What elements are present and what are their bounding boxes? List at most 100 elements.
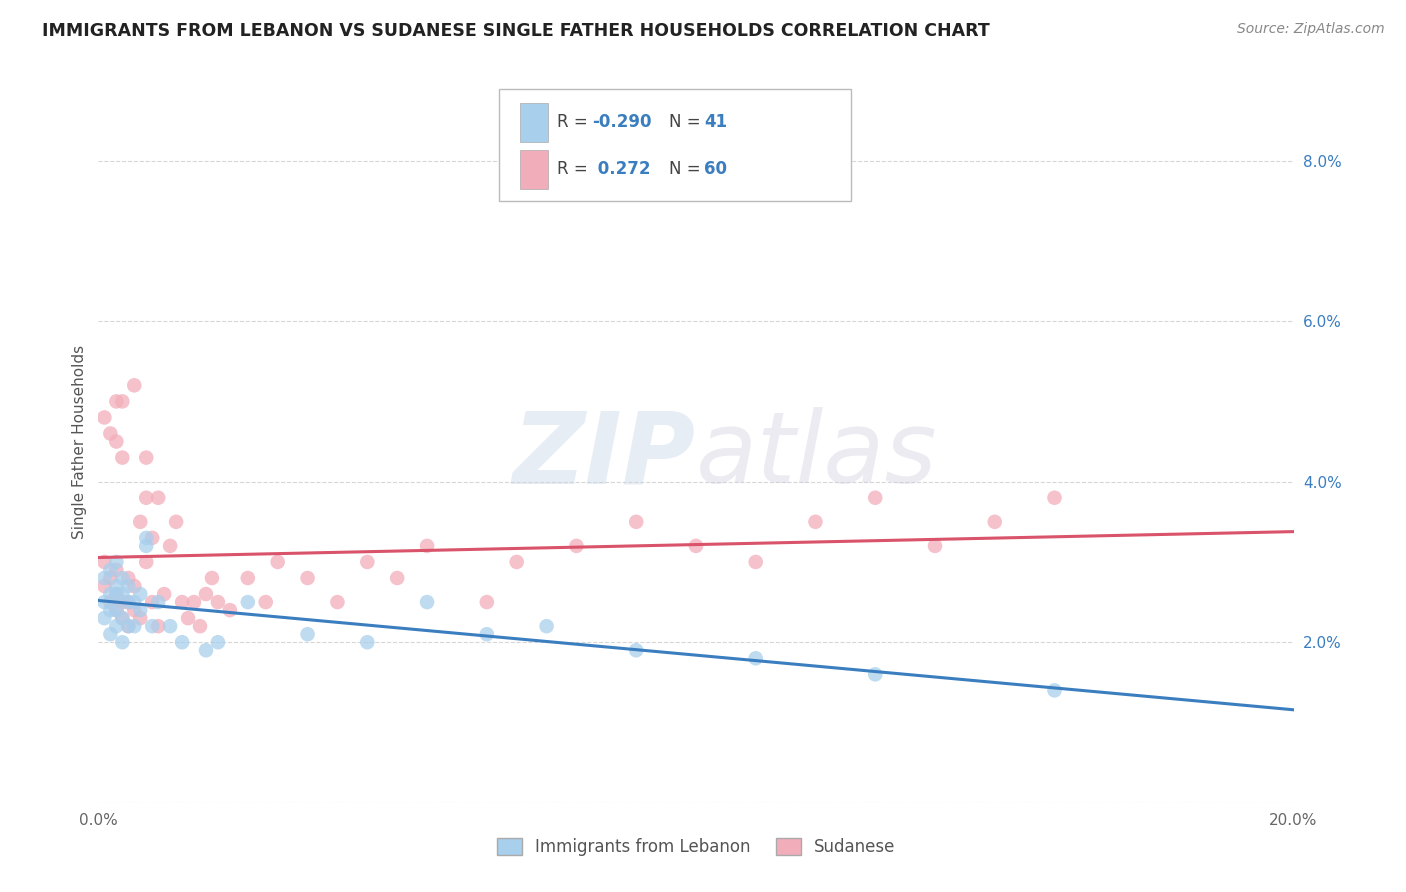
Text: 0.272: 0.272 <box>592 161 651 178</box>
Point <box>356 555 378 569</box>
Point <box>111 611 134 625</box>
Point <box>565 539 588 553</box>
Point <box>111 595 134 609</box>
Text: N =: N = <box>669 161 700 178</box>
Point <box>148 619 170 633</box>
Point <box>111 587 134 601</box>
Point <box>984 515 1007 529</box>
Point <box>117 619 139 633</box>
Point <box>207 595 229 609</box>
Point <box>117 571 139 585</box>
Point <box>105 434 128 449</box>
Point <box>124 603 146 617</box>
Point <box>129 515 152 529</box>
Point <box>254 595 277 609</box>
Point <box>141 619 163 633</box>
Text: 41: 41 <box>704 113 727 131</box>
Point <box>172 635 194 649</box>
Text: ZIP: ZIP <box>513 408 696 505</box>
Point <box>165 515 187 529</box>
Point <box>98 627 122 641</box>
Point <box>685 539 707 553</box>
Point <box>117 619 139 633</box>
Point <box>124 619 146 633</box>
Point <box>141 595 163 609</box>
Point <box>326 595 349 609</box>
Point <box>153 587 176 601</box>
Point <box>219 603 242 617</box>
Point <box>924 539 946 553</box>
Point <box>93 410 115 425</box>
Point <box>105 603 128 617</box>
Point <box>98 603 122 617</box>
Point <box>111 394 134 409</box>
Point <box>201 571 224 585</box>
Point <box>129 611 152 625</box>
Point <box>98 426 122 441</box>
Text: 60: 60 <box>704 161 727 178</box>
Point <box>148 491 170 505</box>
Point <box>626 643 648 657</box>
Point <box>124 378 146 392</box>
Text: -0.290: -0.290 <box>592 113 651 131</box>
Point <box>745 651 768 665</box>
Point <box>129 587 152 601</box>
Point <box>1043 491 1066 505</box>
Point <box>135 531 157 545</box>
Point <box>804 515 827 529</box>
Point <box>865 491 887 505</box>
Point <box>117 595 139 609</box>
Point <box>98 571 122 585</box>
Point <box>188 619 211 633</box>
Point <box>105 579 128 593</box>
Point <box>416 595 439 609</box>
Text: atlas: atlas <box>696 408 938 505</box>
Point <box>124 579 146 593</box>
Point <box>475 627 498 641</box>
Point <box>105 603 128 617</box>
Point <box>135 539 157 553</box>
Point <box>98 563 122 577</box>
Point <box>105 587 128 601</box>
Point <box>105 555 128 569</box>
Point <box>267 555 290 569</box>
Point <box>506 555 529 569</box>
Point <box>111 571 134 585</box>
Point <box>159 619 181 633</box>
Point <box>117 579 139 593</box>
Point <box>111 450 134 465</box>
Point <box>117 595 139 609</box>
Point <box>745 555 768 569</box>
Legend: Immigrants from Lebanon, Sudanese: Immigrants from Lebanon, Sudanese <box>491 831 901 863</box>
Point <box>177 611 200 625</box>
Point <box>111 611 134 625</box>
Point <box>236 571 259 585</box>
Point <box>416 539 439 553</box>
Point <box>183 595 205 609</box>
Point <box>93 571 115 585</box>
Point <box>475 595 498 609</box>
Point <box>111 635 134 649</box>
Point <box>159 539 181 553</box>
Point <box>98 587 122 601</box>
Point <box>93 579 115 593</box>
Point <box>626 515 648 529</box>
Point <box>536 619 558 633</box>
Point <box>148 595 170 609</box>
Point <box>105 563 128 577</box>
Point <box>135 491 157 505</box>
Point <box>135 450 157 465</box>
Point <box>172 595 194 609</box>
Point <box>141 531 163 545</box>
Point <box>865 667 887 681</box>
Point <box>207 635 229 649</box>
Point <box>105 619 128 633</box>
Point <box>105 587 128 601</box>
Y-axis label: Single Father Households: Single Father Households <box>72 344 87 539</box>
Point <box>195 587 218 601</box>
Text: IMMIGRANTS FROM LEBANON VS SUDANESE SINGLE FATHER HOUSEHOLDS CORRELATION CHART: IMMIGRANTS FROM LEBANON VS SUDANESE SING… <box>42 22 990 40</box>
Point <box>129 603 152 617</box>
Point <box>98 595 122 609</box>
Point <box>93 595 115 609</box>
Text: R =: R = <box>557 161 588 178</box>
